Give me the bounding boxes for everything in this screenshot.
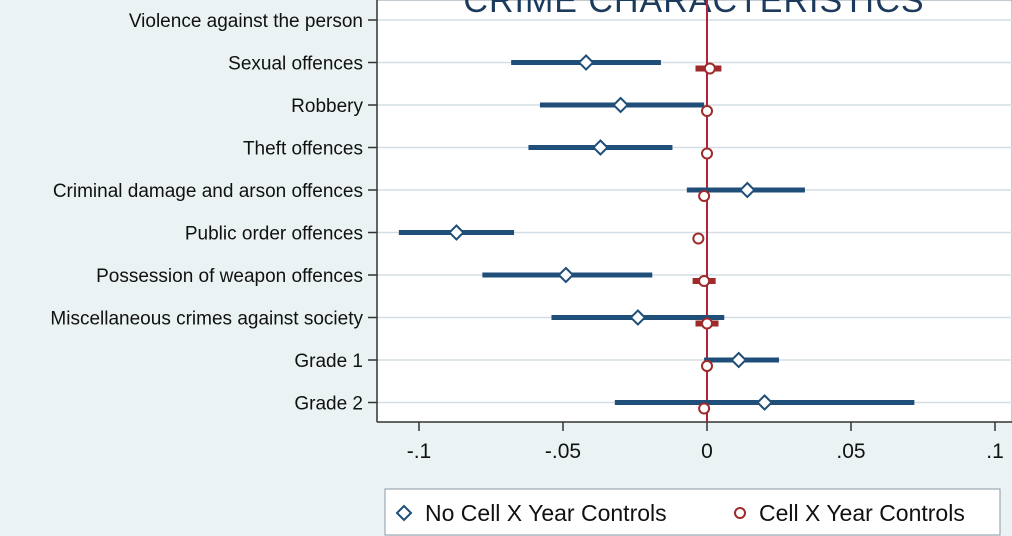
point-estimate-circle xyxy=(701,360,713,372)
point-estimate-diamond xyxy=(730,351,748,369)
y-tick-label: Miscellaneous crimes against society xyxy=(50,309,363,330)
point-estimate-circle xyxy=(701,147,713,160)
legend-label: Cell X Year Controls xyxy=(759,500,965,526)
x-tick-label: -.1 xyxy=(407,440,432,463)
point-estimate-circle xyxy=(698,275,711,287)
legend-diamond-icon xyxy=(395,504,413,522)
point-estimate-circle xyxy=(701,105,713,117)
y-tick-label: Public order offences xyxy=(185,224,363,245)
point-estimate-diamond xyxy=(448,224,465,241)
y-tick-label: Grade 1 xyxy=(294,351,363,372)
legend: No Cell X Year Controls Cell X Year Contr… xyxy=(384,488,1001,536)
point-estimate-diamond xyxy=(592,139,609,156)
point-estimate-diamond xyxy=(577,54,595,71)
y-tick-label: Criminal damage and arson offences xyxy=(53,181,363,202)
point-estimate-diamond xyxy=(756,394,774,411)
point-estimate-circle xyxy=(698,402,711,415)
y-tick-label: Possession of weapon offences xyxy=(96,266,363,287)
point-estimate-diamond xyxy=(612,96,630,114)
point-estimate-diamond xyxy=(629,309,647,326)
legend-box xyxy=(384,488,1001,536)
point-estimate-circle xyxy=(698,190,711,202)
y-tick-label: Sexual offences xyxy=(228,54,363,75)
point-estimate-circle xyxy=(701,317,713,330)
point-estimate-circle xyxy=(692,232,705,245)
y-tick-label: Violence against the person xyxy=(129,11,363,32)
point-estimate-diamond xyxy=(738,181,756,199)
y-tick-label: Grade 2 xyxy=(294,394,363,415)
point-estimate-circle xyxy=(703,62,716,75)
legend-circle-icon xyxy=(734,507,746,519)
axes: Violence against the person Sexual offenc… xyxy=(50,0,1012,463)
x-tick-label: 0 xyxy=(701,440,713,463)
x-tick-label: -.05 xyxy=(545,440,581,463)
plot-region xyxy=(376,0,1012,423)
x-tick-label: .05 xyxy=(836,440,865,463)
y-tick-label: Theft offences xyxy=(243,139,363,160)
legend-label: No Cell X Year Controls xyxy=(425,500,667,526)
chart-title: CRIME CHARACTERISTICS xyxy=(463,0,924,20)
x-tick-label: .1 xyxy=(986,440,1004,463)
y-tick-label: Robbery xyxy=(291,96,363,117)
data-marks xyxy=(398,54,915,415)
point-estimate-diamond xyxy=(557,266,575,284)
